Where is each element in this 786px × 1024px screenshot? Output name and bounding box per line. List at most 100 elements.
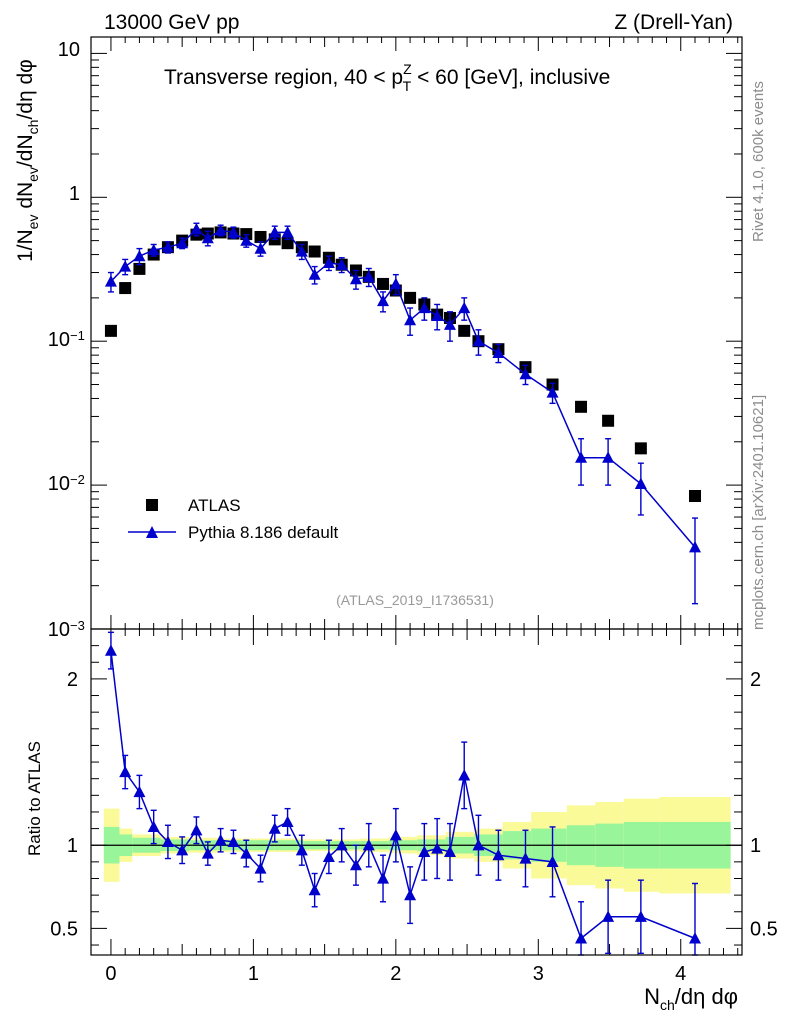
ylabel-p3: /dN [14, 134, 37, 167]
ylabel-s1: ev [25, 215, 41, 230]
title-sub: T [403, 78, 412, 94]
ratio-bands [91, 796, 742, 894]
pythia-data-point [575, 451, 588, 463]
pythia-data-point [349, 272, 362, 285]
ratio-frame [90, 628, 743, 956]
ratio-data-point [634, 910, 647, 922]
atlas-data-point [602, 414, 615, 427]
ratio-data-point [443, 845, 456, 857]
ytick-001-base: 10 [48, 473, 70, 495]
ratio-series [104, 631, 701, 956]
pythia-data-point [104, 275, 117, 287]
ytick-label-0.001: 10 [48, 619, 70, 641]
title-part-1: Transverse region, 40 < p [164, 66, 403, 89]
atlas-data-point [634, 442, 647, 455]
title-part-2: < 60 [GeV], inclusive [411, 66, 610, 89]
atlas-data-point [575, 400, 588, 413]
ratio-ytick-label-right: 1 [750, 835, 761, 857]
ratio-data-point [575, 932, 588, 944]
analysis-id-label: (ATLAS_2019_I1736531) [336, 592, 494, 608]
ratio-ytick-label-right: 0.5 [750, 918, 778, 940]
pythia-data-point [308, 268, 321, 280]
ratio-data-point [431, 842, 444, 854]
ratio-ticks [91, 629, 742, 955]
atlas-data-point [458, 324, 471, 337]
xlabel-s1: ch [660, 997, 675, 1013]
atlas-data-point [104, 324, 117, 337]
pythia-data-point [295, 245, 308, 257]
pythia-data-point [227, 226, 240, 238]
mcplots-label: mcplots.cern.ch [arXiv:2401.10621] [750, 395, 767, 630]
pythia-data-point [431, 309, 444, 321]
ratio-data-point [308, 883, 321, 896]
ratio-xtick-labels: 0 1 2 3 4 [105, 963, 686, 985]
ratio-data-point [119, 765, 132, 778]
pythia-data-point [546, 386, 559, 398]
pythia-data-point [404, 313, 417, 326]
ratio-data-point [268, 822, 281, 834]
ratio-xtick-label: 3 [533, 963, 544, 985]
pythia-data-point [443, 318, 456, 330]
ratio-data-point [404, 888, 417, 901]
pythia-data-point [147, 243, 160, 256]
ylabel-p2: dN [14, 182, 37, 215]
main-y-axis-label: 1/Nev dNev/dNch/dη dφ [14, 59, 41, 262]
pythia-data-point [322, 256, 335, 269]
ytick-label-1: 1 [69, 183, 80, 205]
ratio-data-point [519, 852, 532, 864]
atlas-data-point [281, 237, 294, 250]
ytick-label-0.001-exp: −3 [70, 618, 85, 633]
ratio-data-point [688, 932, 701, 944]
ratio-ytick-label-left: 1 [67, 835, 78, 857]
pythia-data-point [377, 294, 390, 307]
pythia-data-point [389, 277, 402, 290]
ytick-label-10: 10 [58, 39, 80, 61]
ytick-label-0.01-exp: −2 [70, 472, 85, 487]
ratio-data-point [335, 838, 348, 851]
ytick-0001-base: 10 [48, 619, 70, 641]
ratio-data-point [104, 644, 117, 656]
pythia-data-point [335, 258, 348, 270]
ratio-data-point [322, 850, 335, 862]
ratio-data-point [458, 769, 471, 781]
atlas-data-point [308, 245, 321, 258]
legend-pythia-marker [146, 526, 158, 538]
pythia-data-point [119, 260, 132, 272]
main-series [104, 222, 701, 605]
ratio-data-point [133, 785, 146, 798]
legend-atlas-marker [146, 499, 158, 511]
atlas-data-point [133, 262, 146, 275]
atlas-data-point [688, 489, 701, 502]
rivet-label: Rivet 4.1.0, 600k events [750, 81, 767, 242]
pythia-data-point [190, 222, 203, 235]
ratio-data-point [214, 833, 227, 846]
ratio-data-point [377, 872, 390, 884]
ylabel-p4: /dη dφ [14, 59, 37, 119]
ratio-data-point [161, 835, 174, 847]
ratio-data-point [227, 835, 240, 847]
ratio-ytick-label-left: 2 [67, 669, 78, 691]
ytick-01-base: 10 [48, 329, 70, 351]
ratio-data-point [147, 820, 160, 833]
title-sup: Z [403, 61, 412, 77]
ratio-xtick-label: 2 [390, 963, 401, 985]
ratio-data-point [240, 847, 253, 859]
pythia-data-point [458, 301, 471, 314]
ratio-data-point [362, 838, 375, 851]
pythia-data-point [602, 451, 615, 463]
legend-atlas-label: ATLAS [188, 496, 241, 515]
ytick-label-0.1-exp: −1 [70, 328, 85, 343]
pythia-data-point [161, 240, 174, 253]
pythia-data-point [176, 236, 189, 249]
atlas-data-point [119, 282, 132, 295]
ratio-ytick-labels: 0.5 0.5 1 1 2 2 [50, 669, 778, 940]
ratio-data-point [201, 847, 214, 859]
ytick-label-0.01: 10 [48, 473, 70, 495]
ratio-series-line [110, 650, 696, 940]
ratio-data-point [190, 823, 203, 836]
legend-pythia-label: Pythia 8.186 default [188, 523, 339, 542]
ratio-xtick-label: 1 [248, 963, 259, 985]
atlas-data-point [377, 277, 390, 290]
pythia-data-point [214, 223, 227, 236]
